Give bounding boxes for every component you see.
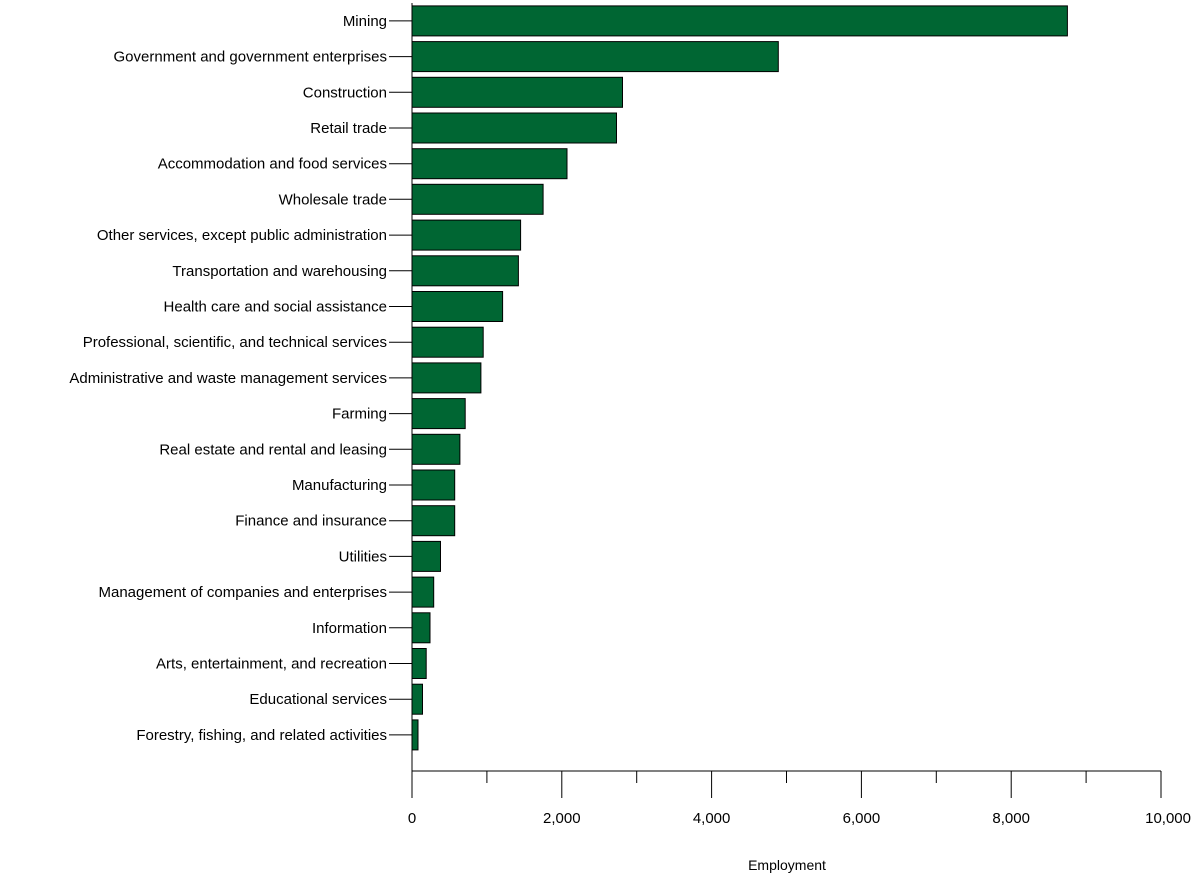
x-tick-label: 2,000: [543, 810, 581, 827]
category-label: Utilities: [339, 548, 387, 565]
bar: [411, 41, 779, 73]
x-tick-label: 8,000: [992, 810, 1030, 827]
category-label: Arts, entertainment, and recreation: [156, 656, 387, 673]
category-label: Management of companies and enterprises: [98, 584, 387, 601]
bar: [411, 112, 617, 144]
x-axis-title: Employment: [748, 857, 826, 873]
x-axis: 0 2,000 4,000 6,000 8,000 10,000: [408, 3, 1191, 827]
bar: [411, 648, 427, 679]
category-label: Administrative and waste management serv…: [69, 370, 387, 387]
bar: [411, 398, 466, 430]
category-label: Information: [312, 620, 387, 637]
bar: [411, 612, 431, 644]
category-label: Professional, scientific, and technical …: [83, 334, 387, 351]
category-label: Finance and insurance: [235, 513, 387, 530]
category-label: Other services, except public administra…: [97, 227, 387, 244]
bar: [411, 505, 456, 537]
category-label: Manufacturing: [292, 477, 387, 494]
category-label: Real estate and rental and leasing: [159, 441, 387, 458]
category-label: Retail trade: [310, 120, 387, 137]
bars-group: [411, 5, 1068, 751]
bar: [411, 433, 461, 465]
category-label: Transportation and warehousing: [172, 263, 387, 280]
category-label: Educational services: [249, 691, 387, 708]
category-label: Wholesale trade: [279, 191, 387, 208]
category-label: Government and government enterprises: [114, 49, 387, 66]
bar: [411, 148, 568, 180]
bar: [411, 469, 456, 501]
category-label: Mining: [343, 13, 387, 30]
category-label: Health care and social assistance: [164, 299, 387, 316]
category-label: Accommodation and food services: [158, 156, 387, 173]
bar: [411, 362, 482, 394]
category-label: Construction: [303, 84, 387, 101]
bar: [411, 5, 1068, 37]
x-tick-label: 6,000: [843, 810, 881, 827]
bar: [411, 255, 519, 287]
bar: [411, 183, 544, 215]
bar: [411, 683, 423, 715]
bar: [411, 76, 623, 108]
x-tick-label: 4,000: [693, 810, 731, 827]
bar: [411, 719, 419, 751]
category-labels-group: Mining Government and government enterpri…: [69, 13, 412, 744]
bar: [411, 291, 504, 322]
bar: [411, 540, 441, 572]
bar: [411, 219, 522, 251]
bar: [411, 326, 484, 358]
x-tick-label: 0: [408, 810, 416, 827]
x-tick-label: 10,000: [1145, 810, 1191, 827]
category-label: Forestry, fishing, and related activitie…: [136, 727, 387, 744]
bar: [411, 576, 435, 608]
category-label: Farming: [332, 406, 387, 423]
